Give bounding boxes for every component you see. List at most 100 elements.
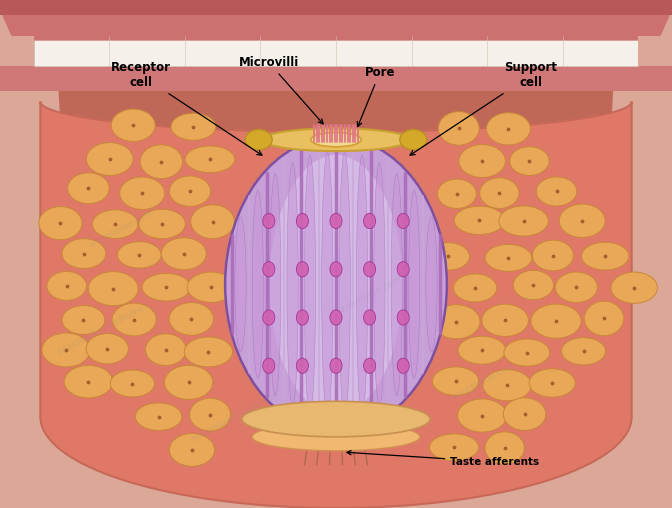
Ellipse shape (269, 155, 403, 414)
Ellipse shape (87, 143, 133, 175)
Text: Receptor
cell: Receptor cell (111, 61, 262, 155)
Ellipse shape (42, 333, 90, 367)
Ellipse shape (458, 336, 506, 364)
Polygon shape (40, 102, 632, 508)
Ellipse shape (364, 310, 376, 325)
Ellipse shape (140, 145, 183, 178)
Ellipse shape (296, 358, 308, 373)
Ellipse shape (503, 398, 546, 430)
Polygon shape (0, 36, 34, 66)
Polygon shape (0, 10, 672, 41)
Ellipse shape (142, 273, 191, 301)
Ellipse shape (112, 303, 156, 336)
Polygon shape (0, 0, 81, 508)
Text: aroadtome.com: aroadtome.com (336, 274, 403, 315)
Ellipse shape (304, 155, 316, 414)
Ellipse shape (65, 365, 113, 398)
Ellipse shape (485, 432, 524, 464)
Ellipse shape (555, 272, 597, 303)
Ellipse shape (62, 305, 105, 334)
Ellipse shape (263, 358, 275, 373)
Ellipse shape (513, 270, 554, 300)
Ellipse shape (145, 334, 186, 366)
Polygon shape (0, 0, 672, 142)
Text: bookmark.aroadtome: bookmark.aroadtome (56, 303, 146, 357)
Ellipse shape (391, 174, 403, 395)
Text: Support
cell: Support cell (410, 61, 557, 155)
Ellipse shape (269, 174, 281, 395)
Ellipse shape (252, 423, 420, 451)
Ellipse shape (225, 137, 447, 432)
Ellipse shape (135, 403, 182, 430)
Ellipse shape (47, 271, 87, 300)
Ellipse shape (459, 145, 505, 177)
Ellipse shape (364, 358, 376, 373)
Ellipse shape (559, 204, 605, 238)
Ellipse shape (330, 358, 342, 373)
Ellipse shape (169, 303, 214, 335)
Ellipse shape (263, 310, 275, 325)
Ellipse shape (509, 147, 549, 175)
Ellipse shape (397, 262, 409, 277)
Ellipse shape (330, 213, 342, 229)
Ellipse shape (531, 304, 581, 338)
Ellipse shape (426, 217, 437, 352)
Ellipse shape (438, 112, 479, 145)
Ellipse shape (120, 177, 165, 209)
Polygon shape (0, 0, 672, 15)
Ellipse shape (433, 305, 480, 339)
Ellipse shape (68, 173, 110, 204)
Ellipse shape (437, 179, 476, 208)
Ellipse shape (454, 274, 497, 302)
Ellipse shape (62, 239, 106, 269)
Ellipse shape (169, 433, 214, 466)
Ellipse shape (339, 152, 350, 417)
Ellipse shape (322, 152, 333, 417)
Ellipse shape (88, 272, 138, 306)
Ellipse shape (536, 177, 577, 206)
Ellipse shape (86, 334, 128, 364)
Ellipse shape (242, 401, 430, 437)
Ellipse shape (487, 113, 530, 145)
Ellipse shape (458, 399, 507, 432)
Ellipse shape (581, 242, 629, 270)
Ellipse shape (191, 205, 235, 239)
Ellipse shape (245, 130, 272, 150)
Ellipse shape (161, 238, 206, 270)
Ellipse shape (187, 272, 235, 302)
Ellipse shape (364, 213, 376, 229)
Ellipse shape (165, 365, 213, 399)
Ellipse shape (296, 213, 308, 229)
Ellipse shape (169, 176, 210, 206)
Ellipse shape (110, 370, 155, 397)
Ellipse shape (262, 128, 410, 151)
Text: aroadtome.com: aroadtome.com (450, 360, 517, 402)
Text: bookmark.aroadtome: bookmark.aroadtome (190, 390, 280, 443)
Text: aroadtome.com: aroadtome.com (87, 208, 155, 249)
Ellipse shape (184, 337, 233, 367)
Ellipse shape (400, 130, 427, 150)
Polygon shape (34, 36, 638, 66)
Ellipse shape (118, 242, 161, 268)
Ellipse shape (296, 262, 308, 277)
Text: Taste afferents: Taste afferents (347, 451, 540, 467)
Ellipse shape (190, 398, 230, 431)
Ellipse shape (263, 213, 275, 229)
Ellipse shape (397, 310, 409, 325)
Ellipse shape (356, 155, 368, 414)
Polygon shape (0, 36, 672, 91)
Ellipse shape (330, 262, 342, 277)
Ellipse shape (330, 310, 342, 325)
Ellipse shape (480, 178, 519, 208)
Ellipse shape (397, 213, 409, 229)
Ellipse shape (235, 217, 246, 352)
Ellipse shape (611, 272, 657, 303)
Ellipse shape (92, 210, 138, 238)
Ellipse shape (139, 209, 185, 239)
Ellipse shape (39, 207, 82, 240)
Ellipse shape (427, 243, 470, 270)
Ellipse shape (364, 262, 376, 277)
Text: Pore: Pore (358, 66, 395, 126)
Ellipse shape (397, 358, 409, 373)
Ellipse shape (485, 244, 532, 271)
